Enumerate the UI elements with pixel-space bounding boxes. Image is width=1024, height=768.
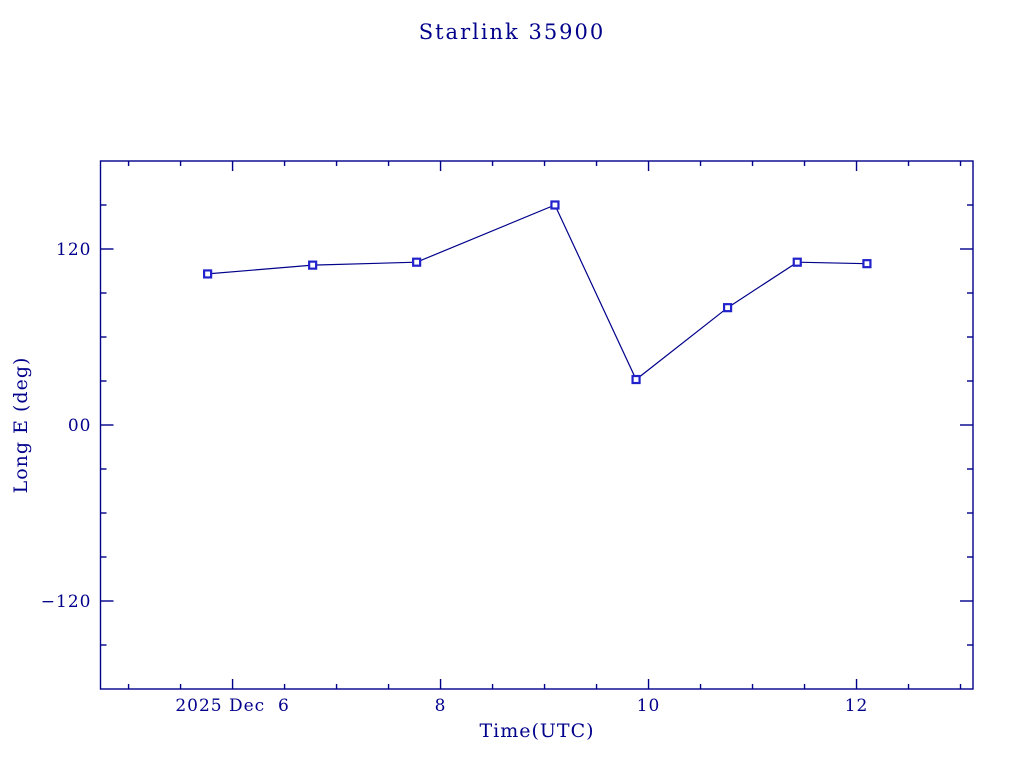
data-point-marker <box>550 200 560 210</box>
plot-area: 2025 Dec 6 8 10 12 120 00 −120 <box>41 160 974 716</box>
y-tick-label: 00 <box>68 416 92 436</box>
y-tick-label: −120 <box>41 592 92 612</box>
data-point-marker <box>203 269 213 279</box>
x-tick-label: 8 <box>435 696 447 716</box>
series-line <box>207 204 867 381</box>
x-tick-label: 10 <box>637 696 661 716</box>
x-axis-label: Time(UTC) <box>479 720 594 742</box>
data-point-marker <box>862 259 872 269</box>
x-tick-label: 2025 Dec 6 <box>175 696 290 716</box>
chart-title: Starlink 35900 <box>419 20 606 44</box>
y-axis-label: Long E (deg) <box>10 357 32 494</box>
data-point-marker <box>722 303 733 313</box>
x-tick-label: 12 <box>845 696 869 716</box>
data-point-marker <box>792 257 802 267</box>
data-point-marker <box>308 260 318 270</box>
data-point-marker <box>631 374 641 385</box>
y-tick-label: 120 <box>56 240 91 260</box>
plot-border <box>99 160 974 690</box>
data-point-marker <box>412 257 422 267</box>
